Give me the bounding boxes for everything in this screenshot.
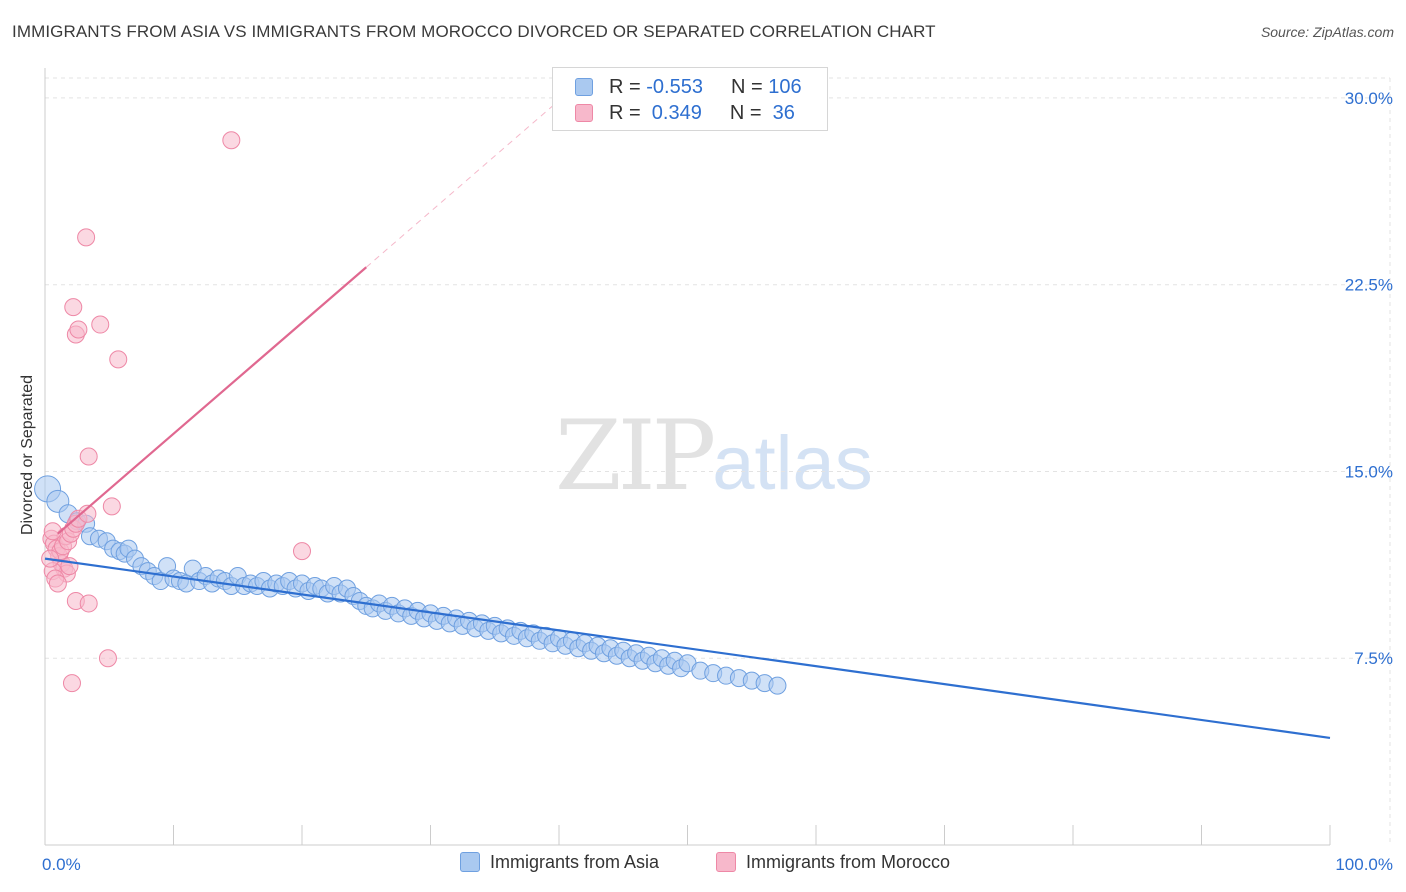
morocco-point bbox=[79, 594, 98, 613]
bottom-legend-label-morocco: Immigrants from Morocco bbox=[746, 852, 951, 872]
morocco-point bbox=[222, 131, 241, 150]
legend-r-value-morocco: 0.349 bbox=[646, 102, 702, 124]
chart-title: IMMIGRANTS FROM ASIA VS IMMIGRANTS FROM … bbox=[12, 22, 936, 41]
legend-n-value-asia: 106 bbox=[768, 76, 802, 98]
morocco-point bbox=[293, 542, 311, 561]
morocco-trend-line bbox=[57, 266, 367, 535]
morocco-point bbox=[79, 447, 98, 466]
legend-n-value-morocco: 36 bbox=[767, 102, 795, 124]
asia-trend-line bbox=[44, 557, 1331, 740]
legend-r-label: R = bbox=[609, 76, 647, 98]
legend-r-value-asia: -0.553 bbox=[646, 76, 703, 98]
morocco-point bbox=[43, 522, 62, 541]
morocco-point bbox=[69, 320, 88, 339]
axes bbox=[44, 68, 1331, 846]
legend-r-label: R = bbox=[609, 102, 647, 124]
grid bbox=[45, 77, 1391, 845]
legend-swatch-asia bbox=[575, 78, 593, 96]
bottom-legend-swatch-asia bbox=[460, 852, 480, 872]
watermark-zip: ZIP bbox=[555, 400, 716, 512]
trend-lines bbox=[44, 100, 1331, 740]
legend-row-morocco: R = 0.349 N = 36 bbox=[575, 102, 795, 126]
y-tick-label: 30.0% bbox=[1345, 89, 1393, 108]
x-tick-label: 100.0% bbox=[1335, 855, 1393, 874]
legend-n-label: N = bbox=[729, 102, 768, 124]
morocco-point bbox=[78, 504, 97, 523]
morocco-point bbox=[64, 298, 83, 317]
morocco-point bbox=[109, 350, 128, 369]
bottom-legend-label-asia: Immigrants from Asia bbox=[490, 852, 660, 872]
watermark: ZIPatlas bbox=[555, 400, 873, 512]
morocco-point bbox=[98, 649, 117, 668]
y-tick-label: 7.5% bbox=[1354, 649, 1393, 668]
watermark-atlas: atlas bbox=[712, 421, 873, 506]
legend-row-asia: R = -0.553 N = 106 bbox=[575, 76, 802, 100]
bottom-legend-asia: Immigrants from Asia bbox=[460, 852, 659, 873]
bottom-legend-morocco: Immigrants from Morocco bbox=[716, 852, 950, 873]
bottom-legend-swatch-morocco bbox=[716, 852, 736, 872]
asia-point bbox=[768, 676, 787, 695]
source-label: Source: ZipAtlas.com bbox=[1260, 24, 1394, 40]
morocco-point bbox=[62, 674, 81, 693]
morocco-trend-extension bbox=[365, 100, 560, 268]
y-tick-label: 22.5% bbox=[1345, 276, 1393, 295]
legend-n-label: N = bbox=[730, 76, 769, 98]
legend-swatch-morocco bbox=[575, 104, 593, 122]
tick-labels: 7.5% 15.0% 22.5% 30.0% 0.0% 100.0% bbox=[42, 89, 1393, 874]
morocco-point bbox=[102, 497, 121, 516]
data-points bbox=[34, 131, 787, 695]
y-tick-label: 15.0% bbox=[1345, 462, 1393, 481]
morocco-point bbox=[77, 228, 96, 247]
x-tick-label: 0.0% bbox=[42, 855, 81, 874]
correlation-legend: R = -0.553 N = 106 R = 0.349 N = 36 bbox=[552, 67, 828, 131]
morocco-point bbox=[48, 574, 67, 593]
morocco-point bbox=[91, 315, 110, 334]
